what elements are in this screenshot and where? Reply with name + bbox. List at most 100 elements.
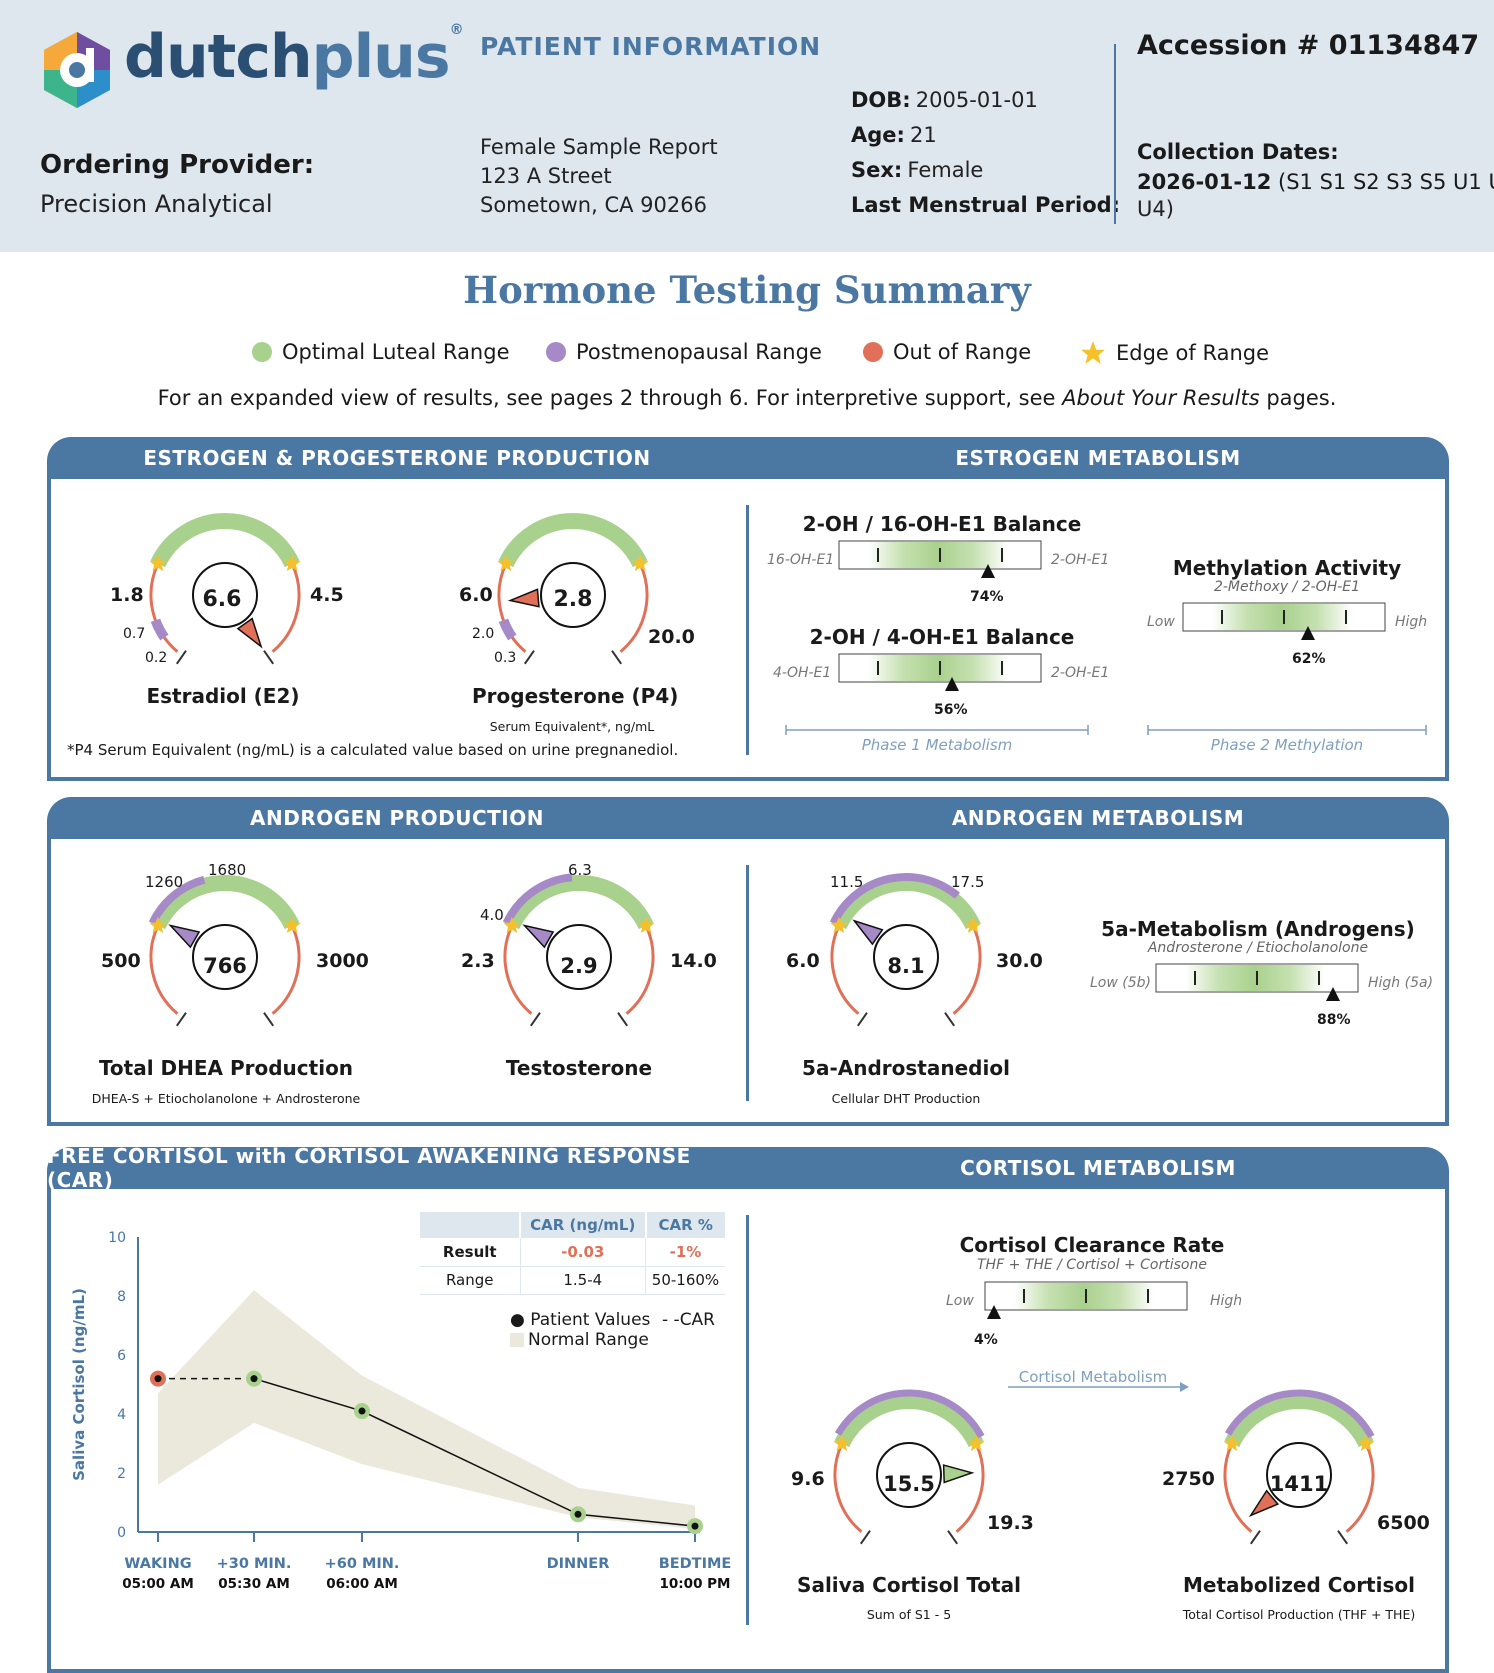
car-row2-v1: 1.5-4 bbox=[519, 1266, 646, 1294]
car-row2-label: Range bbox=[445, 1271, 494, 1289]
bar-pointer bbox=[945, 677, 959, 691]
logo-text-dark: dutch bbox=[124, 22, 313, 92]
p4-sub: Serum Equivalent*, ng/mL bbox=[489, 719, 655, 734]
testo-name: Testosterone bbox=[505, 1056, 653, 1080]
p4-footnote: *P4 Serum Equivalent (ng/mL) is a calcul… bbox=[67, 741, 679, 759]
gauge-low-out-arc bbox=[503, 925, 533, 1015]
gauge-low-edge-star bbox=[503, 916, 521, 933]
testo-post-low: 4.0 bbox=[480, 906, 504, 924]
saliva-value: 15.5 bbox=[883, 1472, 935, 1496]
logo-wordmark: dutchplus® bbox=[124, 22, 464, 92]
bar3-left: Low bbox=[1147, 614, 1175, 630]
legend-optimal-label: Optimal Luteal Range bbox=[282, 340, 510, 364]
testo-low: 2.3 bbox=[461, 950, 495, 972]
patient-line bbox=[253, 1377, 696, 1527]
gauge-pointer bbox=[1248, 1489, 1280, 1518]
x-time-label: 05:00 AM bbox=[122, 1576, 194, 1592]
row3-divider bbox=[746, 1215, 749, 1625]
collection-dates-value: 2026-01-12 (S1 S1 S2 S3 S5 U1 U2 U3 bbox=[1137, 170, 1494, 194]
gauge-value-circle bbox=[546, 924, 612, 990]
p4-post-high: 2.0 bbox=[472, 626, 495, 642]
andro-low: 6.0 bbox=[786, 950, 820, 972]
dhea-high: 3000 bbox=[316, 950, 369, 972]
gauge-min-tick bbox=[857, 1012, 868, 1027]
p4-name: Progesterone (P4) bbox=[472, 684, 679, 708]
metabolized-cortisol-gauge bbox=[1223, 1389, 1375, 1545]
gauge-low-out-arc bbox=[497, 563, 527, 653]
gauge-postmeno-arc bbox=[1224, 1389, 1375, 1439]
ordering-provider-label: Ordering Provider: bbox=[40, 150, 315, 180]
p4-value: 2.8 bbox=[553, 587, 593, 612]
e2-low: 1.8 bbox=[110, 584, 144, 606]
gauge-high-out-arc bbox=[625, 925, 655, 1015]
gauge-high-out-arc bbox=[271, 563, 301, 653]
cortisol-metabolism-arrow-label: Cortisol Metabolism bbox=[1018, 1368, 1168, 1386]
gauge-high-edge-star bbox=[283, 554, 301, 571]
car-row1-label: Result bbox=[442, 1242, 497, 1261]
chart-legend-normal-label: Normal Range bbox=[528, 1330, 649, 1350]
ordering-provider-value: Precision Analytical bbox=[40, 190, 273, 218]
intro-part2: pages. bbox=[1259, 386, 1337, 410]
car-row2-v2: 50-160% bbox=[645, 1266, 725, 1294]
intro-text: For an expanded view of results, see pag… bbox=[0, 386, 1494, 410]
metab-low: 2750 bbox=[1162, 1468, 1215, 1490]
bar3-graphic bbox=[1182, 602, 1386, 640]
bar2-left: 4-OH-E1 bbox=[773, 665, 832, 681]
gauge-low-edge-star bbox=[149, 554, 167, 571]
page-title: Hormone Testing Summary bbox=[463, 268, 1031, 312]
bar-pointer bbox=[1326, 987, 1340, 1001]
legend-out: Out of Range bbox=[863, 340, 1031, 364]
gauge-value-circle bbox=[192, 924, 258, 990]
bar3-sub: 2-Methoxy / 2-OH-E1 bbox=[1213, 579, 1361, 595]
estrogen-production-header: ESTROGEN & PROGESTERONE PRODUCTION bbox=[47, 437, 747, 479]
dhea-low: 500 bbox=[101, 950, 141, 972]
y-tick-label: 6 bbox=[117, 1348, 126, 1364]
patient-address-line2: Sometown, CA 90266 bbox=[480, 193, 707, 217]
y-axis-label: Saliva Cortisol (ng/mL) bbox=[70, 1288, 88, 1481]
cortisol-chart: 0 2 4 6 8 10 Saliva Cortisol (ng/mL) WAKING 05:0… bbox=[70, 1230, 731, 1592]
gauge-optimal-arc bbox=[150, 875, 300, 930]
bar-optimal-zone bbox=[868, 655, 1008, 681]
normal-range-swatch-icon bbox=[510, 1333, 524, 1347]
sex-row: Sex: Female bbox=[851, 158, 983, 182]
bar1-left: 16-OH-E1 bbox=[767, 552, 835, 568]
sex-value: Female bbox=[907, 158, 984, 182]
clearance-sub: THF + THE / Cortisol + Cortisone bbox=[977, 1257, 1207, 1273]
gauge-low-out-arc bbox=[830, 925, 860, 1015]
bar2-pct: 56% bbox=[934, 702, 968, 718]
gauge-min-tick bbox=[176, 650, 187, 665]
x-time-label: 05:30 AM bbox=[218, 1576, 290, 1592]
header-divider bbox=[1114, 44, 1116, 224]
gauge-postmeno-arc bbox=[502, 873, 573, 925]
metab-name: Metabolized Cortisol bbox=[1183, 1573, 1415, 1597]
dhea-sub: DHEA-S + Etiocholanolone + Androsterone bbox=[91, 1091, 361, 1106]
cortisol-metabolism-title: CORTISOL METABOLISM bbox=[960, 1156, 1236, 1180]
row1-panel-frame bbox=[47, 479, 1449, 781]
patient-point-center bbox=[574, 1510, 582, 1518]
clearance-left: Low bbox=[946, 1293, 974, 1309]
gauge-low-edge-star bbox=[497, 554, 515, 571]
5a-bar-graphic bbox=[1155, 963, 1359, 1001]
bar-pointer bbox=[987, 1305, 1001, 1319]
bar2-title: 2-OH / 4-OH-E1 Balance bbox=[809, 625, 1075, 649]
y-tick-label: 0 bbox=[117, 1525, 126, 1541]
collection-dates-label: Collection Dates: bbox=[1137, 140, 1339, 164]
lmp-label: Last Menstrual Period: bbox=[851, 193, 1121, 217]
car-row1-v2: -1% bbox=[645, 1238, 725, 1266]
cortisol-metabolism-header: CORTISOL METABOLISM bbox=[747, 1147, 1449, 1189]
gauge-value-circle bbox=[192, 562, 258, 628]
gauge-low-out-arc bbox=[1223, 1443, 1253, 1533]
saliva-cortisol-gauge bbox=[833, 1389, 985, 1545]
dob-value: 2005-01-01 bbox=[915, 88, 1038, 112]
gauge-min-tick bbox=[860, 1530, 871, 1545]
gauge-high-edge-star bbox=[967, 1434, 985, 1451]
black-dot-icon: ● bbox=[510, 1310, 525, 1330]
table-row: Result -0.03 -1% bbox=[420, 1238, 725, 1266]
patient-point-center bbox=[691, 1522, 699, 1530]
testosterone-gauge bbox=[502, 873, 655, 1027]
y-tick-label: 4 bbox=[117, 1407, 126, 1423]
gauge-pointer bbox=[852, 919, 884, 946]
gauge-high-out-arc bbox=[955, 1443, 985, 1533]
gauge-max-tick bbox=[263, 650, 274, 665]
bar1-pct: 74% bbox=[970, 589, 1004, 605]
